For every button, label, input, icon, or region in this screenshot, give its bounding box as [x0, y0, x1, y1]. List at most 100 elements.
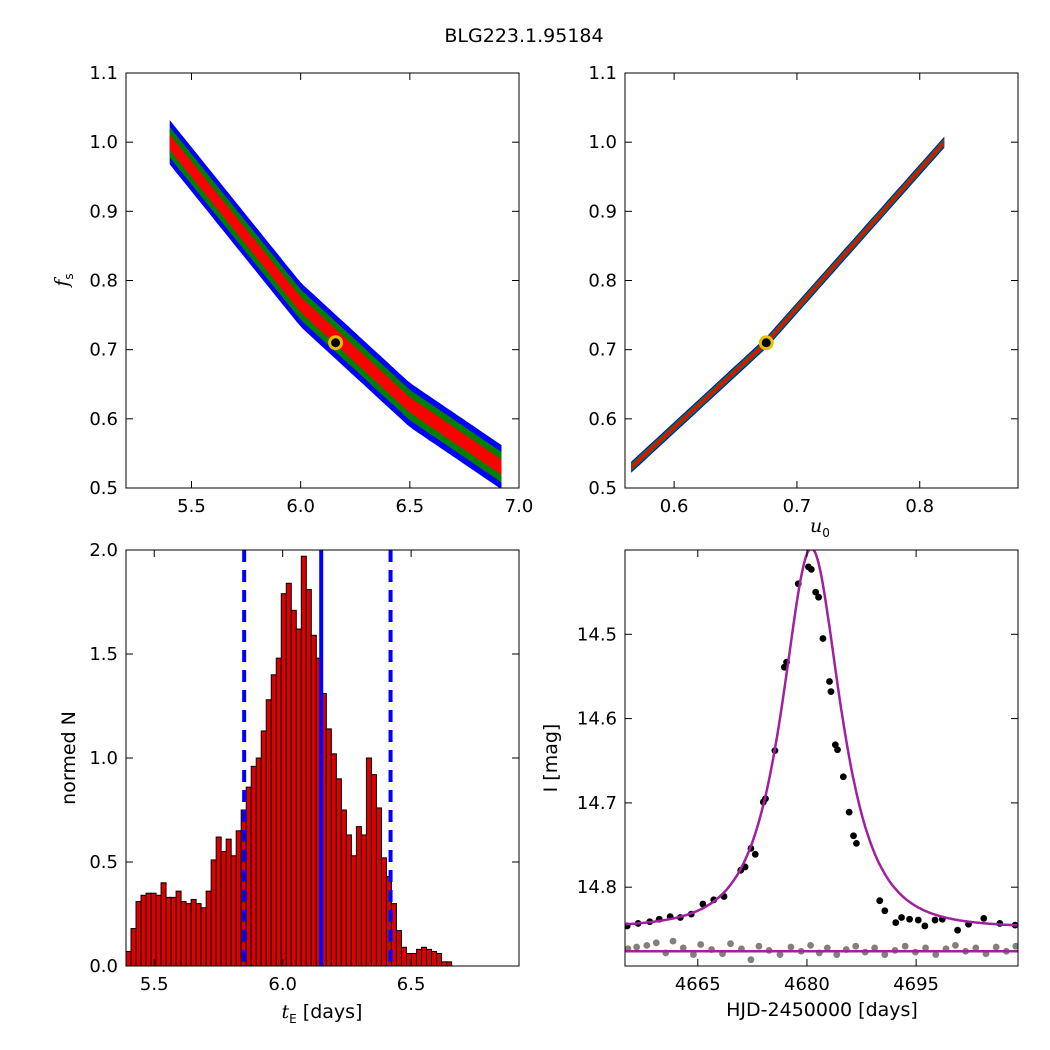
histogram-bar — [300, 555, 307, 966]
residual-point — [871, 944, 879, 952]
x-tick-label: 4665 — [675, 974, 721, 995]
histogram-bar — [441, 961, 448, 966]
plot-area — [126, 550, 453, 966]
histogram-bar — [210, 859, 217, 966]
histogram-bar — [421, 946, 428, 966]
histogram-bar — [175, 890, 182, 966]
best-fit-marker — [758, 335, 774, 351]
y-tick-label: 0.7 — [89, 340, 118, 361]
y-tick-label: 1.1 — [89, 63, 118, 84]
residual-point — [776, 951, 784, 959]
red-contour-region — [169, 134, 502, 475]
residual-point — [972, 944, 980, 952]
y-tick-label: 0.5 — [89, 852, 118, 873]
histogram-bar — [205, 890, 212, 966]
histogram-bar — [290, 609, 297, 966]
histogram-bar — [335, 778, 342, 966]
y-tick-label: 2.0 — [89, 540, 118, 561]
residual-point — [901, 942, 909, 950]
histogram-bar — [265, 699, 272, 966]
data-point — [931, 916, 939, 924]
residual-point — [643, 941, 651, 949]
histogram-bar — [260, 730, 267, 966]
residual-point — [833, 951, 841, 959]
histogram-bar — [155, 894, 162, 966]
histogram-bar — [185, 903, 192, 966]
residual-point — [669, 937, 677, 945]
data-point — [812, 588, 820, 596]
x-tick-label: 5.5 — [140, 974, 169, 995]
residual-point — [679, 944, 687, 952]
histogram-bar — [446, 961, 453, 966]
axis-symbol: u — [810, 515, 822, 537]
histogram-bar — [360, 834, 367, 966]
histogram-bar — [140, 894, 147, 966]
data-point — [839, 773, 847, 781]
y-tick-label: 1.0 — [89, 132, 118, 153]
histogram-bar — [295, 628, 302, 966]
x-tick-label: 6.0 — [268, 974, 297, 995]
residual-point — [652, 939, 660, 947]
histogram-bar — [280, 593, 287, 966]
axis-unit: [days] — [297, 1001, 363, 1023]
histogram-bar — [285, 582, 292, 966]
residual-point — [690, 951, 697, 959]
data-point — [819, 635, 827, 642]
data-point — [845, 808, 853, 816]
data-point — [921, 922, 929, 930]
axes-frame — [624, 549, 1019, 967]
data-point — [876, 897, 884, 905]
data-point — [807, 565, 815, 573]
y-tick-label: 0.5 — [89, 478, 118, 499]
residual-point — [755, 942, 763, 950]
histogram-bar — [165, 896, 172, 966]
histogram-bar — [380, 857, 387, 966]
histogram-bar — [395, 930, 402, 966]
x-tick-label: 0.8 — [905, 496, 934, 517]
x-tick-label: 4695 — [893, 974, 939, 995]
plot-area — [631, 136, 945, 473]
data-point — [827, 688, 835, 696]
y-tick-label: 0.9 — [89, 201, 118, 222]
x-tick-label: 0.6 — [660, 496, 689, 517]
data-point — [853, 839, 860, 847]
histogram-bar — [275, 657, 282, 966]
best-fit-marker — [328, 335, 344, 351]
x-tick-label: 6.5 — [396, 496, 425, 517]
figure-title: BLG223.1.95184 — [444, 25, 603, 47]
model-curve — [625, 550, 1018, 927]
histogram-bar — [375, 807, 382, 966]
y-tick-label: 1.0 — [89, 748, 118, 769]
histogram-bar — [190, 898, 197, 966]
plot-area — [625, 550, 1018, 964]
histogram-bar — [220, 851, 227, 966]
y-tick-label: 14.6 — [577, 709, 617, 730]
histogram-bar — [225, 838, 232, 966]
data-point — [699, 900, 707, 908]
histogram-bar — [350, 855, 357, 966]
histogram-bar — [250, 765, 257, 966]
histogram-bar — [345, 834, 352, 966]
plot-area — [169, 120, 502, 488]
x-axis-label: HJD-2450000 [days] — [726, 999, 918, 1021]
data-point — [751, 850, 759, 858]
y-axis-label: normed N — [58, 711, 80, 805]
histogram-bar — [426, 948, 433, 966]
panel-lightcurve: 4665 4680 4695 14.5 14.6 14.7 14.8 HJD-2450000 … — [540, 549, 1019, 1021]
histogram-bar — [355, 826, 362, 966]
y-tick-label: 0.7 — [588, 340, 617, 361]
histogram-bar — [200, 907, 207, 966]
axis-symbol: t — [282, 1001, 290, 1023]
histogram-bar — [365, 757, 372, 966]
panel-tE-fs: 5.5 6.0 6.5 7.0 0.5 0.6 0.7 0.8 0.9 1.0 1.1 fs — [51, 63, 533, 517]
histogram-bar — [431, 950, 438, 966]
y-tick-label: 1.5 — [89, 644, 118, 665]
data-point — [834, 746, 841, 754]
data-point — [815, 593, 822, 601]
histogram-bar — [310, 634, 317, 966]
data-point — [906, 915, 913, 923]
histogram-bar — [340, 809, 347, 966]
histogram-bar — [160, 882, 167, 966]
y-tick-label: 1.1 — [588, 63, 617, 84]
histogram-bar — [270, 674, 277, 966]
